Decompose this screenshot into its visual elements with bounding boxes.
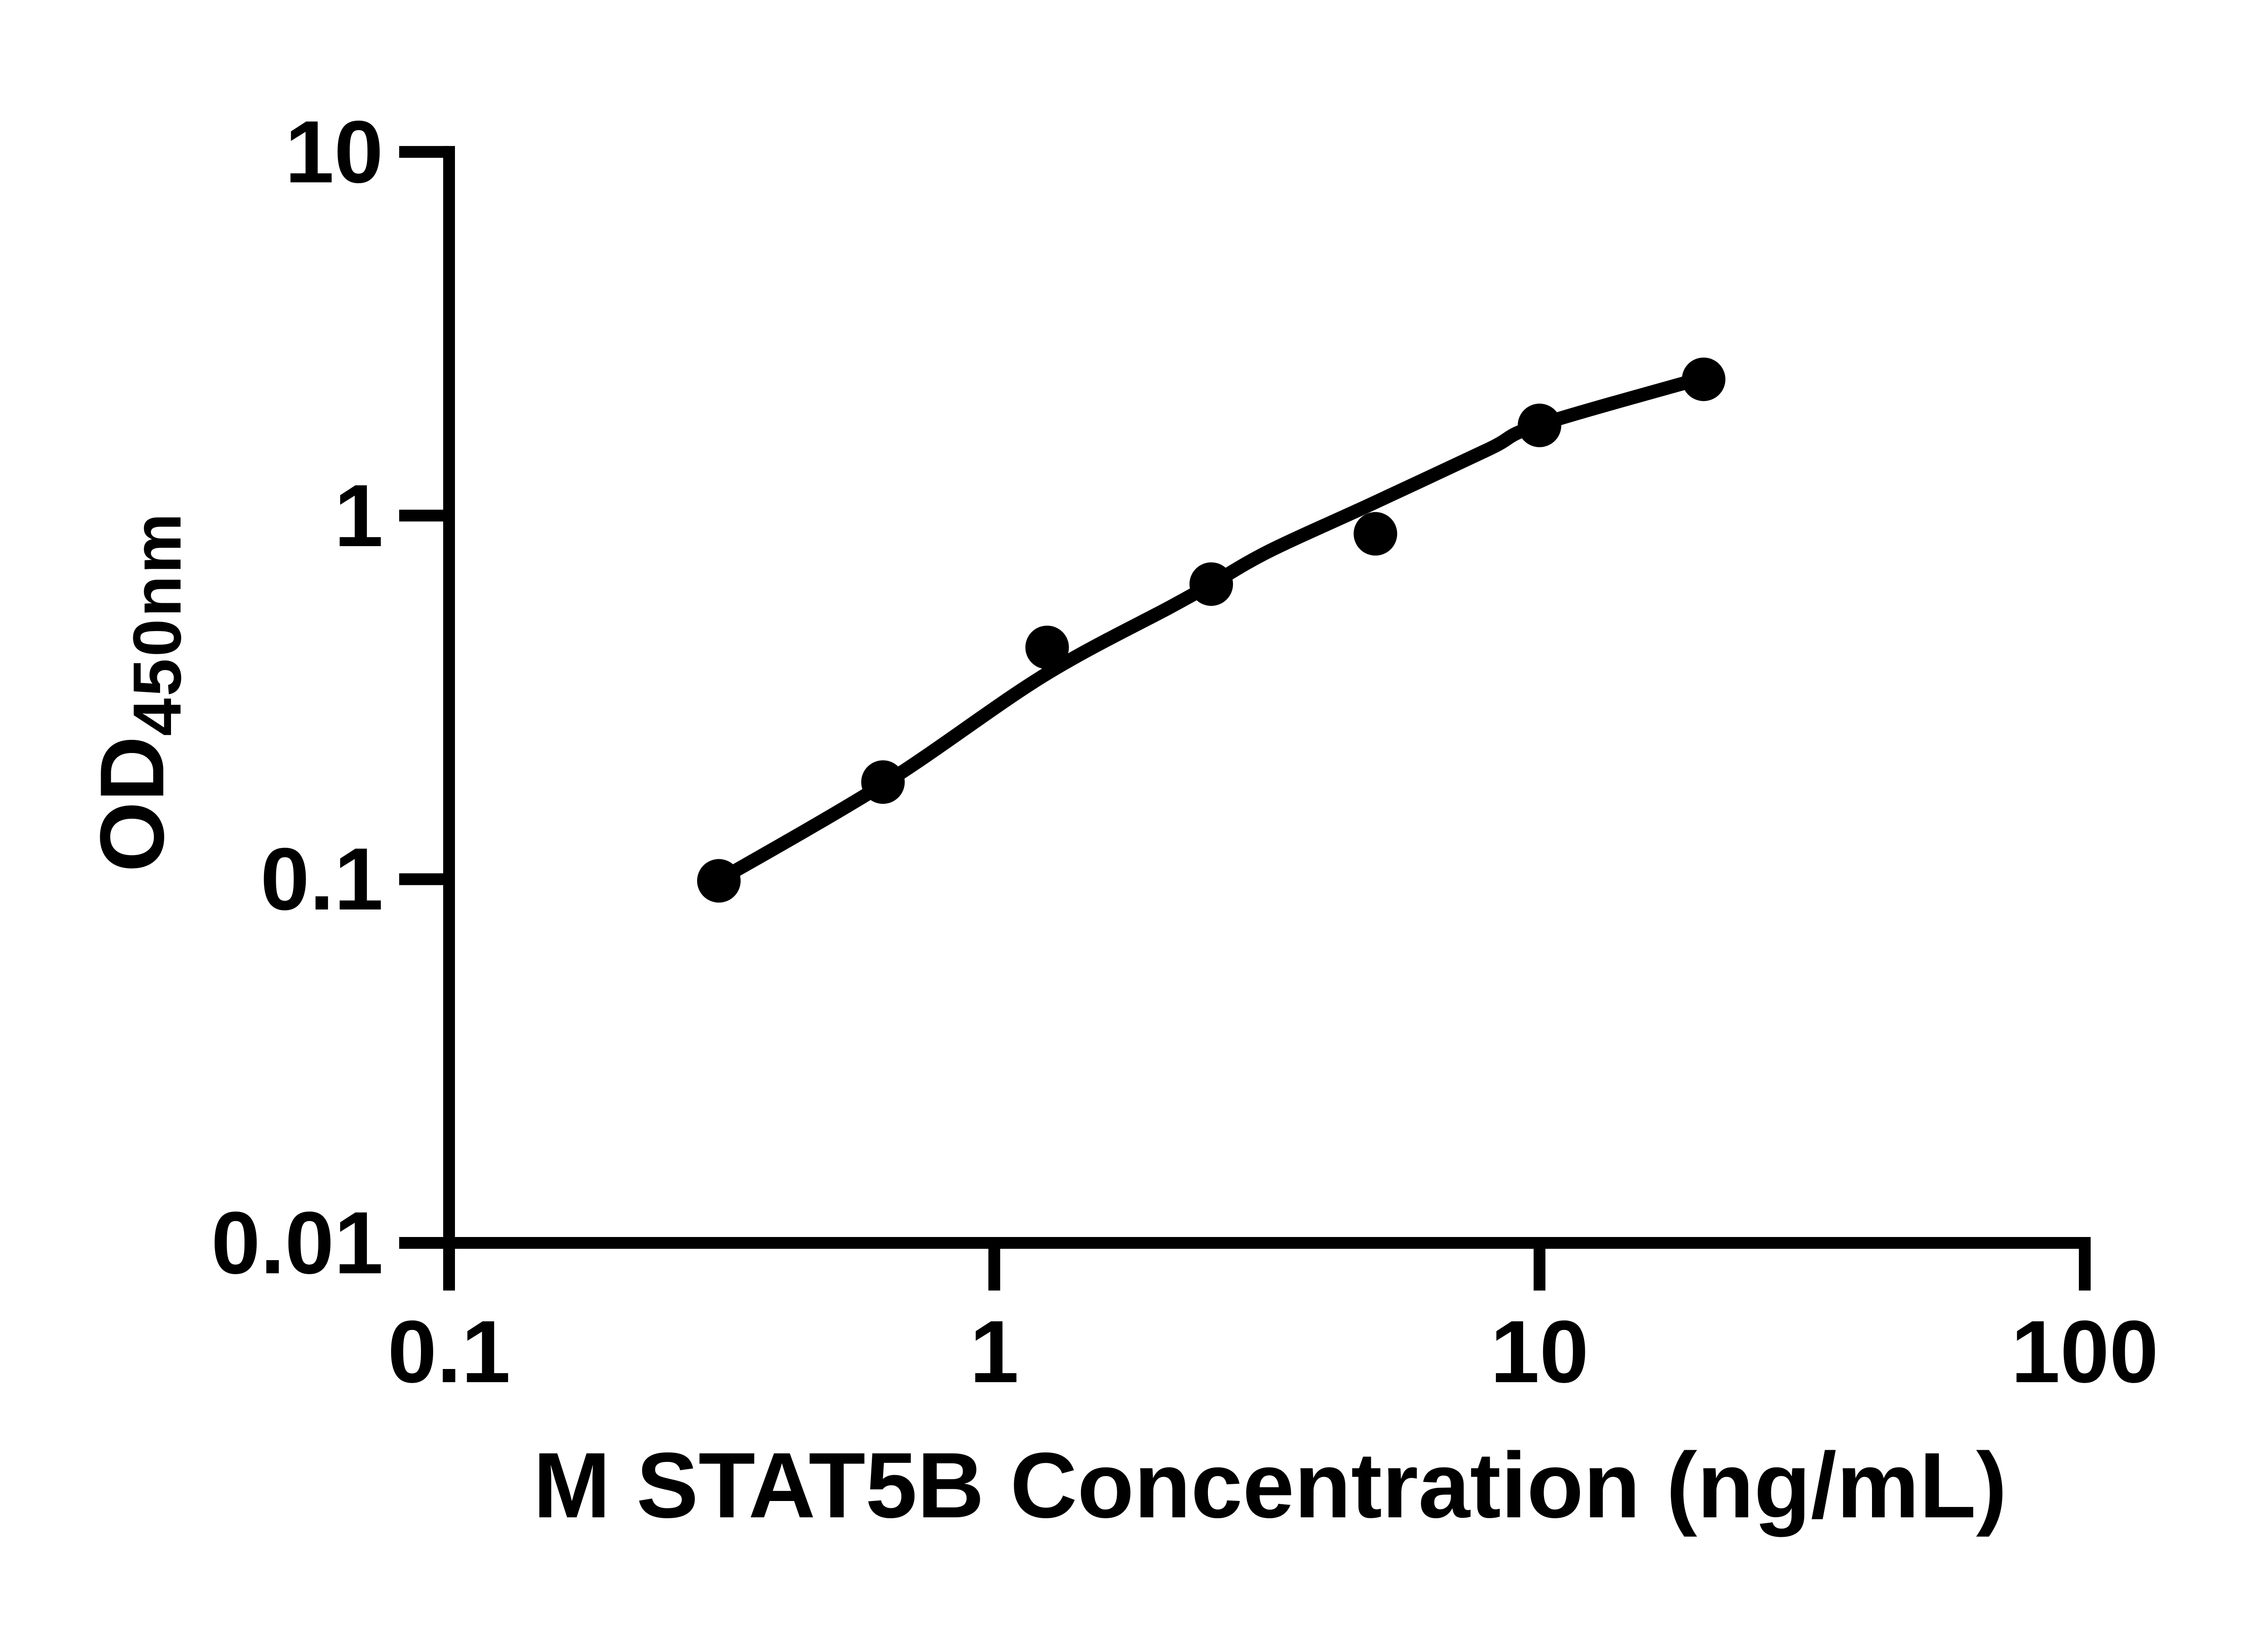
data-point <box>1681 357 1725 401</box>
x-tick-label: 10 <box>1490 1302 1589 1401</box>
data-point <box>861 760 905 804</box>
data-points <box>697 357 1725 903</box>
y-tick-label: 0.1 <box>260 830 383 929</box>
data-point <box>1025 626 1069 670</box>
y-tick-label: 1 <box>334 466 383 565</box>
data-point <box>1189 562 1233 606</box>
tick-marks <box>399 146 2091 1291</box>
fit-curve-path <box>712 370 1712 887</box>
x-tick-label: 0.1 <box>387 1302 511 1401</box>
fit-curve <box>712 370 1712 887</box>
x-tick-label: 1 <box>969 1302 1019 1401</box>
data-point <box>1518 403 1561 447</box>
y-tick-label: 0.01 <box>211 1193 383 1292</box>
x-axis-title: M STAT5B Concentration (ng/mL) <box>533 1433 2007 1537</box>
data-point <box>1354 512 1398 556</box>
y-axis-title-base: OD <box>82 736 183 872</box>
y-axis-title-subscript: 450nm <box>119 511 195 736</box>
axes <box>443 146 2091 1249</box>
y-tick-label: 10 <box>285 102 383 201</box>
x-tick-label: 100 <box>2011 1302 2159 1401</box>
data-point <box>697 859 741 903</box>
y-axis-title: OD450nm <box>80 511 195 872</box>
